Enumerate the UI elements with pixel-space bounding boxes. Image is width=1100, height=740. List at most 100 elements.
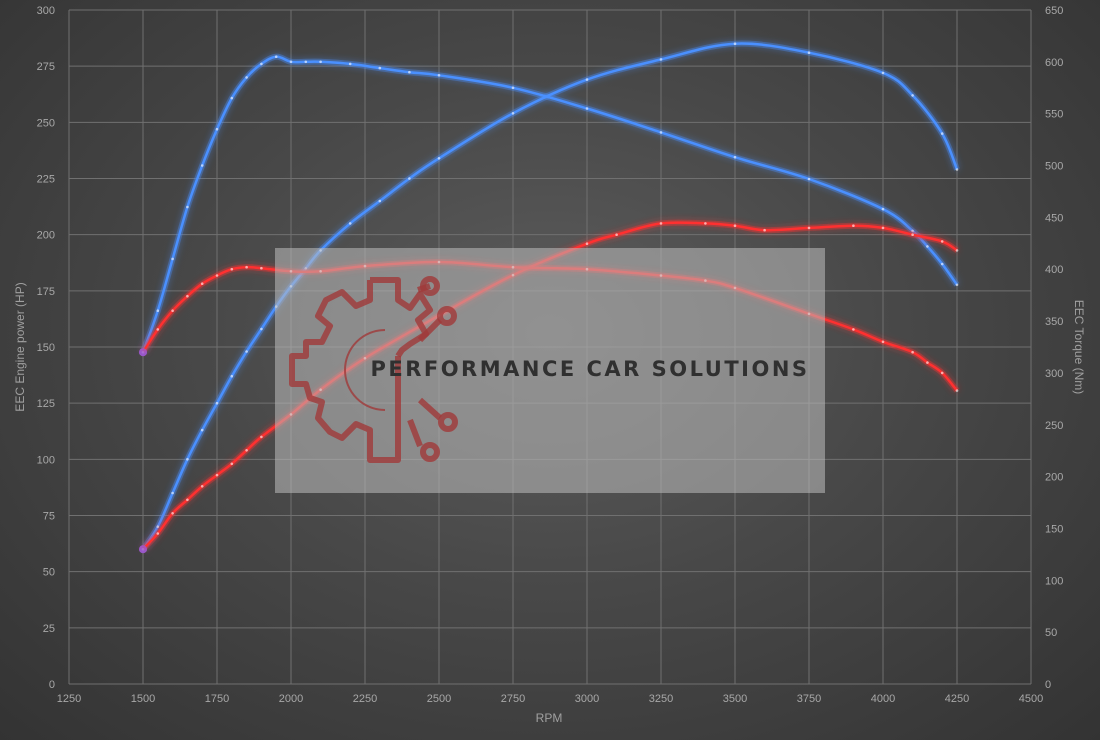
series-stock-right-point <box>852 328 855 331</box>
series-stock-left-point <box>911 233 914 236</box>
series-stock-left-point <box>940 240 944 243</box>
series-tuned-left-point <box>348 222 352 225</box>
series-tuned-right-point <box>230 96 234 100</box>
series-tuned-right-point <box>260 62 263 66</box>
series-stock-left-point <box>852 224 855 227</box>
series-tuned-right-point <box>245 76 248 79</box>
x-tick-label: 1500 <box>131 693 155 705</box>
series-tuned-right-point <box>171 257 174 261</box>
series-tuned-right-point <box>348 62 352 66</box>
series-stock-right-point <box>881 340 885 344</box>
series-tuned-left-point <box>881 71 885 75</box>
y-right-tick-label: 400 <box>1045 264 1063 276</box>
series-stock-left-point <box>186 498 189 502</box>
series-stock-left-point <box>230 462 234 466</box>
series-tuned-right-point <box>659 131 663 134</box>
series-tuned-right-point <box>156 309 160 313</box>
series-tuned-right-line <box>141 55 959 353</box>
series-tuned-left-point <box>378 199 382 203</box>
y-right-tick-label: 150 <box>1045 523 1063 535</box>
grid-lines <box>68 9 1032 685</box>
series-tuned-right-point <box>881 207 885 211</box>
series-stock-right-point <box>940 371 944 375</box>
series-tuned-left-point <box>408 177 411 180</box>
series-tuned-left-point <box>659 58 663 61</box>
y-right-tick-label: 650 <box>1045 5 1063 17</box>
series-tuned-right-point <box>274 55 278 58</box>
series-stock-left-point <box>733 224 737 227</box>
y-right-tick-label: 350 <box>1045 316 1063 328</box>
x-tick-label: 1750 <box>205 693 229 705</box>
series-tuned-left-point <box>186 458 189 461</box>
x-tick-label: 3000 <box>575 693 599 705</box>
x-tick-label: 2750 <box>501 693 525 705</box>
y-right-tick-label: 200 <box>1045 472 1063 484</box>
y-right-tick-label: 450 <box>1045 212 1063 224</box>
series-tuned-right-point <box>940 262 944 266</box>
y-left-tick-label: 125 <box>37 398 55 410</box>
y-right-tick-label: 50 <box>1045 627 1057 639</box>
series-stock-left-point <box>615 233 618 236</box>
series-tuned-right-point <box>955 283 959 287</box>
y-left-tick-label: 275 <box>37 61 55 73</box>
series-tuned-left-point <box>260 327 263 331</box>
tick-labels: 1250 1500 1750 2000 2250 2500 2750 3000 3250 3500… <box>37 5 1064 705</box>
series-stock-right-point <box>171 309 174 313</box>
y-axis-right-title: EEC Torque (Nm) <box>1072 300 1086 394</box>
y-left-tick-label: 250 <box>37 117 55 129</box>
series-stock-left-point <box>215 473 219 477</box>
series-tuned-left-point <box>171 491 174 495</box>
x-tick-label: 2500 <box>427 693 451 705</box>
series-stock-left-point <box>763 228 766 232</box>
series-tuned-left-point <box>807 51 811 54</box>
y-right-tick-label: 550 <box>1045 109 1063 121</box>
series-stock-left-point <box>807 226 811 230</box>
x-tick-label: 3500 <box>723 693 747 705</box>
y-left-tick-label: 200 <box>37 230 55 242</box>
y-left-tick-label: 0 <box>49 679 55 691</box>
series-stock-right-point <box>260 266 263 270</box>
series-stock-left-point <box>659 222 663 225</box>
series-stock-left-start-marker <box>139 545 147 554</box>
brand-name: PERFORMANCE CAR SOLUTIONS <box>370 357 809 381</box>
series-stock-left-point <box>881 226 885 230</box>
series-tuned-right-point <box>304 60 308 64</box>
series-tuned-left-point <box>230 374 234 378</box>
series-stock-left-point <box>156 532 160 535</box>
series-tuned-right-point <box>807 177 811 181</box>
series-stock-right-point <box>926 361 929 364</box>
x-tick-label: 3250 <box>649 693 673 705</box>
series-stock-right-point <box>156 328 160 331</box>
series-tuned-right-point <box>319 60 322 64</box>
series-stock-left-point <box>245 449 248 452</box>
series-tuned-left-point <box>156 525 160 528</box>
series-stock-left-point <box>955 249 959 252</box>
y-left-tick-label: 25 <box>43 623 55 635</box>
series-tuned-right-point <box>186 205 189 209</box>
series-tuned-right-point <box>378 66 382 70</box>
series-tuned-right-point <box>437 74 441 77</box>
series-stock-right-point <box>911 350 914 354</box>
series-tuned-left-point <box>511 112 515 115</box>
series-stock-right-start-marker <box>139 348 147 357</box>
series-tuned-right-point <box>408 70 411 74</box>
series-tuned-left-point <box>911 94 914 97</box>
series-tuned-left-point <box>200 428 204 432</box>
series-tuned-right-point <box>511 86 515 90</box>
y-left-tick-label: 50 <box>43 567 55 579</box>
series-tuned-left-point <box>437 157 441 160</box>
x-tick-label: 3750 <box>797 693 821 705</box>
series-stock-right-point <box>245 265 248 269</box>
gear-logo-icon <box>289 276 458 463</box>
series-tuned-right-point <box>200 164 204 167</box>
y-right-tick-label: 500 <box>1045 161 1063 173</box>
y-right-tick-label: 100 <box>1045 575 1063 587</box>
y-left-tick-label: 175 <box>37 286 55 298</box>
y-left-tick-label: 100 <box>37 454 55 466</box>
x-tick-label: 4500 <box>1019 693 1043 705</box>
x-axis-title: RPM <box>536 711 563 725</box>
series-stock-right-point <box>230 267 234 271</box>
y-left-tick-label: 225 <box>37 174 55 186</box>
series-stock-left-point <box>200 485 204 488</box>
